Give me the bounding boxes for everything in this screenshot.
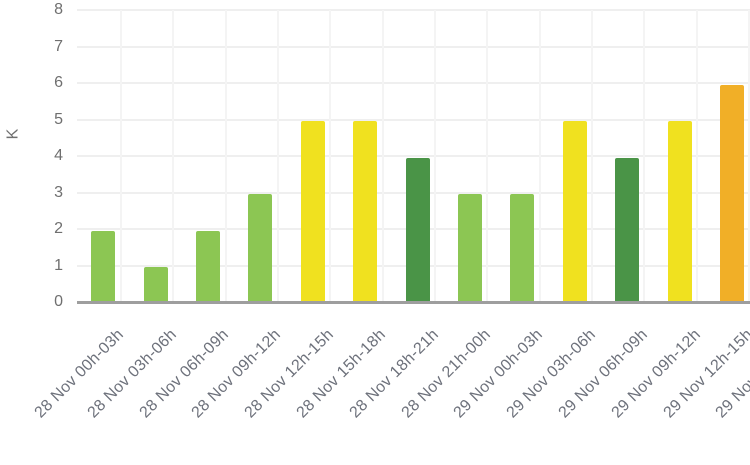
k-index-bar-1[interactable]	[91, 230, 116, 301]
x-axis-tick-label: 29 Nov 09h-12h	[608, 326, 704, 422]
y-axis-tick-label: 0	[54, 293, 63, 310]
y-axis-tick-label: 4	[54, 147, 63, 164]
x-axis-tick-label: 28 Nov 21h-00h	[398, 326, 495, 422]
x-axis-tick-label: 28 Nov 00h-03h	[31, 326, 128, 422]
vertical-gridline	[695, 10, 698, 301]
x-axis-tick-label: 28 Nov 09h-12h	[188, 326, 285, 422]
k-index-bar-3[interactable]	[196, 230, 220, 301]
horizontal-gridline	[77, 45, 750, 48]
k-index-bar-13[interactable]	[720, 84, 744, 301]
y-axis-title: K	[4, 128, 22, 140]
vertical-gridline	[486, 10, 489, 301]
k-index-bar-11[interactable]	[615, 157, 640, 301]
horizontal-gridline	[77, 155, 750, 157]
x-axis-line	[77, 301, 750, 304]
y-axis-tick-label: 6	[54, 74, 63, 91]
vertical-gridline	[747, 10, 750, 301]
vertical-gridline	[643, 10, 646, 301]
y-axis-tick-label: 5	[54, 110, 63, 128]
y-axis-tick-label: 7	[54, 37, 63, 55]
x-axis-tick-label: 28 Nov 03h-06h	[84, 326, 180, 422]
y-axis-tick-label: 1	[54, 256, 63, 274]
vertical-gridline	[381, 10, 384, 301]
vertical-gridline	[591, 10, 593, 301]
vertical-gridline	[277, 10, 280, 301]
x-axis-tick-label: 29 Nov 00h-03h	[450, 326, 547, 422]
vertical-gridline	[224, 10, 227, 301]
k-index-bar-4[interactable]	[248, 194, 273, 301]
k-index-bar-8[interactable]	[458, 194, 482, 301]
y-axis-tick-label: 8	[54, 1, 63, 18]
x-axis-tick-label: 28 Nov 18h-21h	[346, 326, 442, 422]
vertical-gridline	[120, 10, 123, 301]
x-axis-tick-label: 28 Nov 15h-18h	[293, 326, 390, 422]
y-axis-tick-label: 2	[54, 220, 63, 237]
k-index-bar-7[interactable]	[405, 157, 430, 301]
horizontal-gridline	[77, 118, 750, 121]
k-index-bar-12[interactable]	[667, 121, 692, 301]
horizontal-gridline	[77, 82, 750, 84]
horizontal-gridline	[77, 9, 750, 11]
vertical-gridline	[434, 10, 436, 301]
x-axis-tick-label: 29 Nov 06h-09h	[555, 326, 652, 422]
vertical-gridline	[538, 10, 541, 301]
x-axis-tick-label: 28 Nov 06h-09h	[136, 326, 233, 422]
vertical-gridline	[172, 10, 175, 301]
k-index-bar-5[interactable]	[300, 121, 325, 301]
k-index-bar-6[interactable]	[353, 121, 378, 301]
k-index-bar-10[interactable]	[562, 121, 587, 301]
k-index-bar-2[interactable]	[143, 267, 168, 301]
k-index-bar-9[interactable]	[510, 194, 535, 301]
y-axis-tick-label: 3	[54, 183, 63, 201]
vertical-gridline	[329, 10, 332, 301]
